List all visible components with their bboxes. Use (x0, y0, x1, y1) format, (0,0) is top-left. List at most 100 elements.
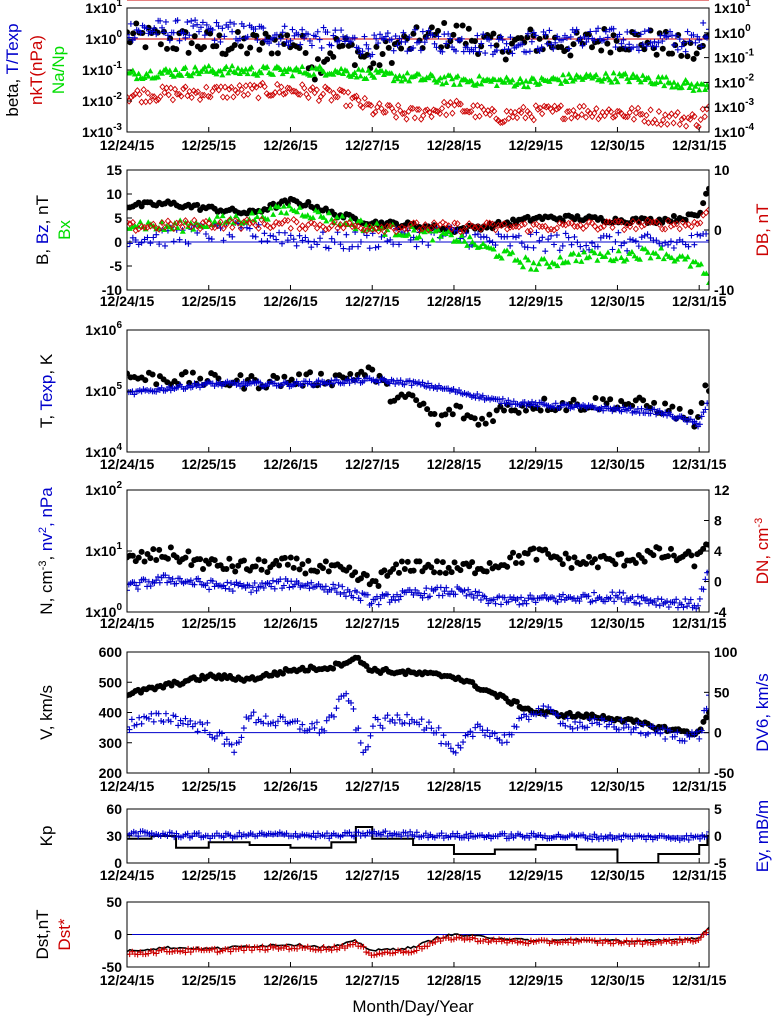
series-t-texp-point (439, 48, 446, 55)
series-db-point (533, 220, 540, 228)
series-nkt-point (676, 120, 683, 128)
series-dst--point (631, 940, 638, 947)
series-db-point (223, 221, 230, 228)
series-n-point (512, 559, 519, 566)
series-nv2-point (131, 579, 138, 586)
series-bz-point (548, 232, 555, 239)
series-texp-point (425, 380, 432, 387)
series-bz-point (366, 245, 373, 252)
series-t-point (197, 375, 204, 382)
series-bz-point (477, 234, 484, 241)
series-dv6-point (525, 716, 532, 723)
series-t-texp-point (573, 26, 580, 33)
x-tick-label: 12/28/15 (427, 456, 482, 472)
series-bz-point (156, 241, 163, 248)
series-bx-point (626, 250, 633, 256)
series-t-texp-point (579, 42, 586, 49)
y-tick-label-left: 1x100 (85, 29, 122, 47)
series-nv2-point (226, 586, 233, 593)
series-nv2-point (476, 589, 483, 596)
series-beta-point (607, 49, 614, 56)
series-dv6-point (160, 718, 167, 725)
series-n-point (287, 554, 294, 561)
series-beta-point (502, 56, 509, 63)
series-bz-point (574, 239, 581, 246)
series-bz-point (627, 236, 634, 243)
x-tick-label: 12/27/15 (345, 137, 400, 153)
series-nv2-point (253, 587, 260, 594)
series-nv2-point (465, 586, 472, 593)
series-dv6-point (218, 730, 225, 737)
series-dv6-point (440, 732, 447, 739)
series-t-texp-point (486, 36, 493, 43)
series-n-point (518, 559, 525, 566)
series-db-point (302, 225, 309, 233)
series-bx-point (687, 263, 694, 269)
series-bx-point (674, 256, 681, 262)
series-na-np-point (700, 81, 707, 87)
series-t-texp-point (700, 19, 707, 26)
series-na-np-point (686, 84, 693, 90)
y-axis-label-left-2: Bx (55, 220, 74, 240)
series-n-point (129, 552, 136, 559)
series-nkt-point (224, 94, 231, 102)
series-beta-point (200, 44, 207, 51)
series-dst--point (509, 938, 516, 945)
series-bz-point (413, 243, 420, 250)
series-dv6-point (250, 709, 257, 716)
series-dst--point (456, 934, 463, 941)
series-n-point (442, 570, 449, 577)
series-t-texp-point (417, 47, 424, 54)
series-dst--point (671, 938, 678, 945)
series-n-point (393, 561, 400, 568)
series-nv2-point (321, 586, 328, 593)
series-dv6-point (350, 705, 357, 712)
series-dv6-point (274, 718, 281, 725)
series-t-texp-point (318, 44, 325, 51)
series-beta-point (296, 44, 303, 51)
series-na-np-point (155, 73, 162, 80)
series-beta-point (284, 32, 291, 39)
series-t-texp-point (201, 32, 208, 39)
series-beta-point (398, 45, 405, 52)
series-dv6-point (404, 711, 411, 718)
series-v-point (703, 714, 709, 721)
x-tick-label: 12/25/15 (181, 293, 236, 309)
series-nkt-point (315, 97, 323, 105)
series-n-point (486, 559, 493, 566)
series-bz-point (314, 241, 321, 248)
series-nkt-point (351, 93, 358, 101)
series-t-texp-point (157, 17, 164, 24)
series-dst--point (506, 937, 513, 944)
series-bx-point (230, 219, 237, 226)
series-t-texp-point (587, 28, 594, 35)
series-dst--point (195, 946, 202, 953)
series-bx-point (315, 208, 322, 215)
series-dst--point (376, 950, 383, 957)
series-t-texp-point (419, 28, 426, 35)
series-dv6-point (433, 729, 440, 736)
series-db-point (635, 218, 642, 226)
series-ey-point (422, 830, 429, 837)
series-dst--point (201, 947, 208, 954)
series-dst--point (187, 949, 194, 956)
series-dv6-point (167, 718, 174, 725)
series-dst--point (450, 936, 457, 943)
series-db-point (612, 218, 619, 226)
series-t-texp-point (213, 19, 220, 26)
series-t-texp-point (160, 29, 167, 36)
y-tick-label-left: 1x10-3 (82, 122, 122, 140)
series-t-texp-point (421, 39, 428, 46)
series-nv2-point (523, 600, 530, 607)
series-beta-point (379, 51, 386, 58)
series-n-point (530, 545, 537, 552)
series-dv6-point (637, 730, 644, 737)
series-nkt-point (691, 112, 698, 120)
series-dst--point (360, 943, 367, 950)
series-dv6-point (469, 733, 476, 740)
series-nv2-point (271, 585, 278, 592)
series-t-point (515, 409, 522, 416)
series-bx-point (187, 219, 194, 226)
series-bz-point (524, 244, 531, 251)
series-nkt-point (568, 114, 575, 122)
